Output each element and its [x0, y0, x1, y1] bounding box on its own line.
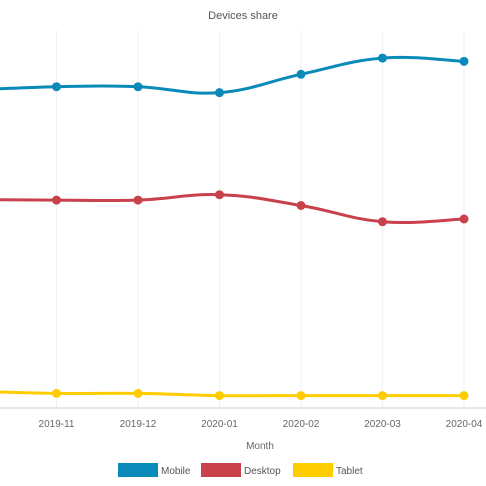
data-point-tablet-2019-12[interactable]: [133, 388, 143, 398]
legend-item-desktop[interactable]: Desktop: [201, 463, 281, 477]
legend-swatch-mobile: [118, 463, 158, 477]
x-tick-label-2020-01: 2020-01: [201, 419, 238, 430]
legend-label-tablet: Tablet: [336, 466, 363, 477]
series-line-tablet: [0, 390, 464, 398]
x-tick-label-2019-11: 2019-11: [39, 419, 75, 430]
data-point-mobile-2020-03[interactable]: [378, 53, 387, 63]
data-point-tablet-2020-02[interactable]: [296, 391, 306, 401]
data-point-desktop-2020-03[interactable]: [378, 217, 387, 227]
series-desktop: [0, 190, 469, 227]
series-tablet: [0, 388, 469, 401]
data-point-mobile-2020-01[interactable]: [215, 88, 224, 98]
series-line-desktop: [0, 193, 465, 225]
data-point-desktop-2020-02[interactable]: [296, 201, 306, 210]
legend: Mobile Desktop Tablet: [118, 463, 363, 477]
x-tick-label-2020-02: 2020-02: [283, 419, 320, 430]
series-mobile: [0, 53, 469, 98]
x-tick-label-2019-12: 2019-12: [120, 419, 157, 430]
legend-swatch-desktop: [201, 463, 241, 477]
data-point-tablet-2020-03[interactable]: [378, 391, 387, 401]
data-point-desktop-2020-04[interactable]: [459, 214, 469, 224]
data-point-mobile-2019-12[interactable]: [133, 82, 143, 92]
data-point-tablet-2020-04[interactable]: [459, 391, 469, 401]
data-point-desktop-2020-01[interactable]: [215, 190, 224, 200]
data-point-desktop-2019-11[interactable]: [52, 195, 61, 205]
data-point-mobile-2019-11[interactable]: [52, 82, 61, 92]
legend-item-mobile[interactable]: Mobile: [118, 463, 191, 477]
series-line-mobile: [0, 55, 465, 95]
data-point-mobile-2020-02[interactable]: [296, 69, 306, 79]
chart-title: Devices share: [208, 10, 278, 22]
legend-label-desktop: Desktop: [244, 466, 281, 477]
x-axis-title: Month: [246, 441, 274, 452]
x-tick-label-2020-04: 2020-04: [446, 419, 483, 430]
legend-swatch-tablet: [293, 463, 333, 477]
data-point-desktop-2019-12[interactable]: [133, 195, 143, 205]
series-layer: [0, 53, 469, 401]
data-point-mobile-2020-04[interactable]: [459, 56, 469, 66]
legend-label-mobile: Mobile: [161, 466, 191, 477]
data-point-tablet-2019-11[interactable]: [52, 388, 61, 398]
x-tick-label-2020-03: 2020-03: [364, 419, 401, 430]
data-point-tablet-2020-01[interactable]: [215, 391, 224, 401]
x-tick-labels: 2019-11 2019-12 2020-01 2020-02 2020-03 2020-…: [39, 419, 483, 430]
legend-item-tablet[interactable]: Tablet: [293, 463, 363, 477]
